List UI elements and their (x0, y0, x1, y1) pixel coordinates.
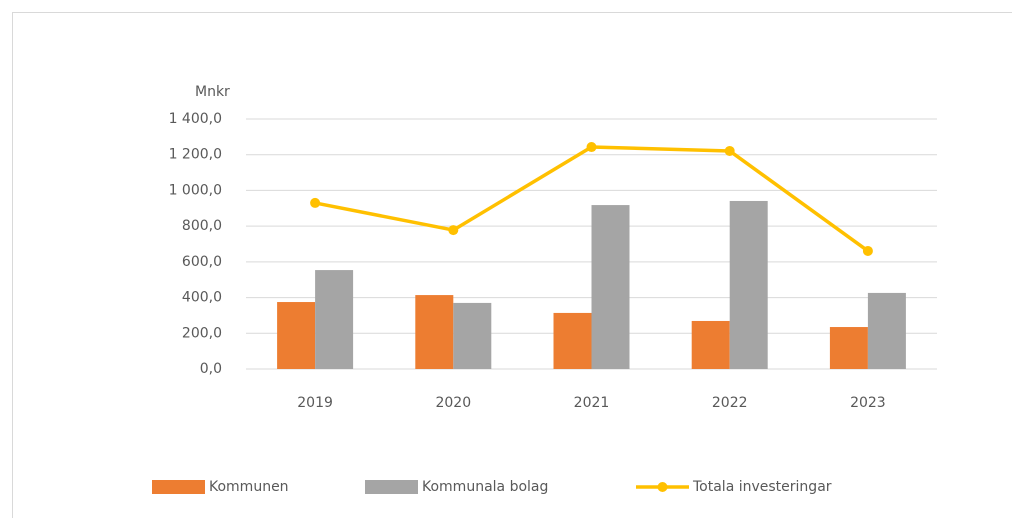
x-tick-label: 2021 (574, 395, 610, 411)
legend-label: Kommunen (209, 479, 289, 495)
bar (591, 205, 630, 369)
bar (315, 270, 354, 369)
bar (415, 295, 454, 369)
bar (691, 320, 730, 369)
line-marker (724, 145, 735, 156)
legend-swatch (365, 480, 418, 494)
x-tick-label: 2023 (850, 395, 886, 411)
bar (277, 302, 316, 369)
x-tick-label: 2020 (435, 395, 471, 411)
line-marker (310, 197, 321, 208)
x-tick-label: 2019 (297, 395, 333, 411)
line-marker (586, 142, 597, 153)
legend-label: Totala investeringar (692, 479, 832, 495)
bar (829, 327, 868, 369)
y-tick-label: 1 400,0 (169, 111, 222, 127)
y-tick-label: 600,0 (182, 254, 222, 270)
y-axis-label: Mnkr (195, 84, 230, 100)
bar (453, 302, 492, 369)
line-marker (862, 245, 873, 256)
y-tick-label: 200,0 (182, 325, 222, 341)
y-tick-label: 0,0 (200, 361, 222, 377)
legend-swatch (657, 482, 668, 492)
y-tick-label: 400,0 (182, 290, 222, 306)
bar (553, 312, 592, 369)
legend-label: Kommunala bolag (422, 479, 548, 495)
y-tick-label: 1 000,0 (169, 182, 222, 198)
chart-frame (12, 12, 1012, 518)
legend-swatch (152, 480, 205, 494)
bar (729, 200, 768, 369)
bar (867, 292, 906, 369)
x-tick-label: 2022 (712, 395, 748, 411)
line-marker (448, 225, 459, 236)
y-tick-label: 1 200,0 (169, 147, 222, 163)
y-tick-label: 800,0 (182, 218, 222, 234)
